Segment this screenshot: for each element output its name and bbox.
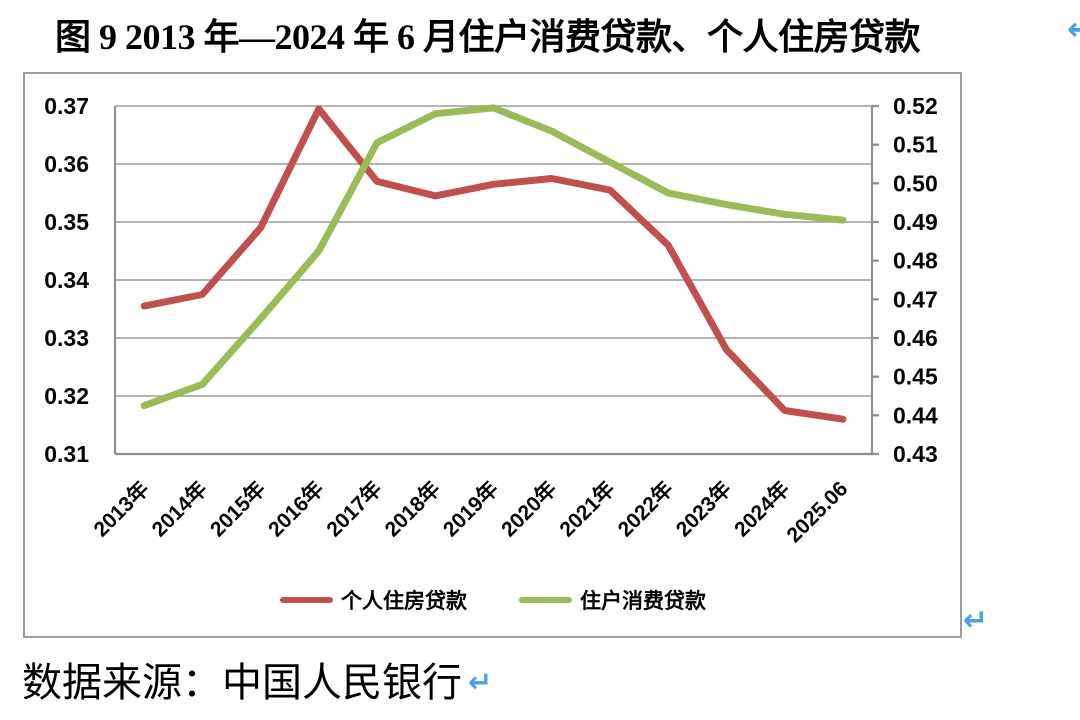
y-right-tick-label: 0.50	[893, 170, 938, 196]
legend-item: 个人住房贷款	[280, 585, 467, 615]
x-tick-label: 2017年	[322, 477, 387, 542]
series-line-right	[140, 104, 847, 410]
y-left-tick-label: 0.34	[44, 267, 89, 293]
y-right-tick-label: 0.48	[893, 248, 938, 274]
y-right-tick-label: 0.46	[893, 325, 938, 351]
y-left-tick-label: 0.35	[44, 209, 89, 235]
x-tick-label: 2014年	[147, 477, 212, 542]
x-tick-label: 2015年	[205, 477, 270, 542]
x-tick-label: 2025.06	[782, 477, 852, 547]
y-left-tick-label: 0.37	[44, 93, 89, 119]
x-tick-label: 2016年	[263, 477, 328, 542]
chart-plot-area: 0.37 0.36 0.35 0.34 0.33 0.32 0.31 0.52 0.51 0.50…	[25, 74, 960, 636]
x-tick-label: 2022年	[613, 477, 678, 542]
y-right-tick-label: 0.43	[893, 441, 938, 467]
y-left-tick-label: 0.32	[44, 383, 89, 409]
y-left-tick-label: 0.36	[44, 151, 89, 177]
paragraph-return-icon: ↵	[963, 603, 989, 638]
paragraph-return-icon: ↵	[468, 665, 493, 699]
legend-label: 住户消费贷款	[580, 589, 706, 613]
figure-title: 图 9 2013 年—2024 年 6 月住户消费贷款、个人住房贷款	[55, 17, 921, 57]
x-tick-label: 2021年	[555, 477, 620, 542]
y-right-tick-label: 0.51	[893, 132, 938, 158]
y-left-tick-label: 0.33	[44, 325, 89, 351]
y-right-tick-label: 0.45	[893, 364, 938, 390]
legend-item: 住户消费贷款	[519, 585, 706, 615]
x-tick-label: 2013年	[89, 477, 154, 542]
legend-label: 个人住房贷款	[341, 589, 467, 613]
chart-svg: 0.37 0.36 0.35 0.34 0.33 0.32 0.31 0.52 0.51 0.50…	[44, 93, 938, 547]
x-tick-label: 2020年	[496, 477, 561, 542]
chart-box: 0.37 0.36 0.35 0.34 0.33 0.32 0.31 0.52 0.51 0.50…	[23, 72, 962, 638]
y-right-tick-label: 0.47	[893, 286, 938, 312]
y-right-tick-label: 0.49	[893, 209, 938, 235]
y-right-tick-label: 0.52	[893, 93, 938, 119]
y-left-tick-label: 0.31	[44, 441, 89, 467]
x-tick-label: 2019年	[438, 477, 503, 542]
chart-legend: 个人住房贷款 住户消费贷款	[113, 585, 873, 615]
data-source-line: 数据来源：中国人民银行 ↵	[22, 650, 492, 708]
y-right-tick-label: 0.44	[893, 402, 938, 428]
paragraph-return-icon: ↵	[1067, 10, 1080, 48]
legend-line-swatch	[519, 597, 572, 603]
x-tick-label: 2023年	[671, 477, 736, 542]
x-tick-label: 2018年	[380, 477, 445, 542]
legend-line-swatch	[280, 597, 333, 603]
series-line-left	[140, 105, 847, 423]
data-source-text: 数据来源：中国人民银行	[22, 660, 462, 705]
